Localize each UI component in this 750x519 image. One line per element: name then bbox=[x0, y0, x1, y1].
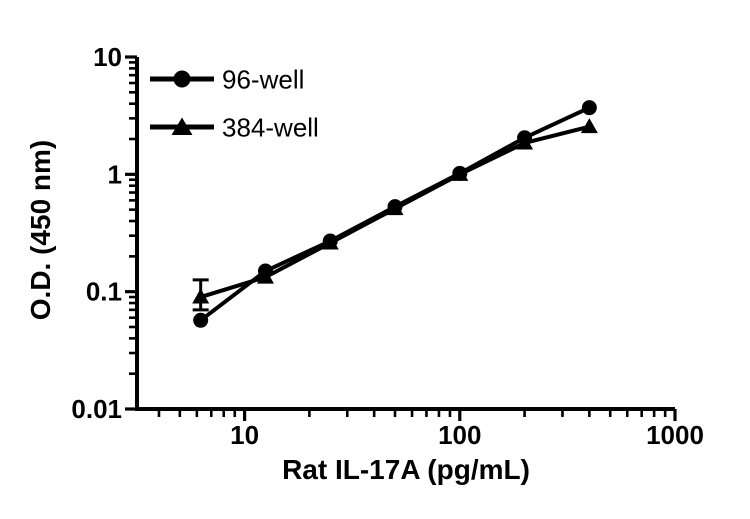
data-point-triangle-marker bbox=[516, 134, 534, 150]
legend: 96-well 384-well bbox=[150, 65, 319, 143]
legend-label-96-well: 96-well bbox=[222, 65, 304, 95]
data-point-triangle-marker bbox=[321, 234, 339, 250]
x-tick-label: 1000 bbox=[646, 420, 704, 450]
data-point-triangle-marker bbox=[580, 118, 598, 134]
plotted-series bbox=[192, 100, 598, 328]
data-point-triangle-marker bbox=[386, 200, 404, 216]
x-axis-title: Rat IL-17A (pg/mL) bbox=[282, 454, 530, 485]
y-tick-label: 1 bbox=[108, 159, 122, 189]
y-tick-label: 0.01 bbox=[71, 394, 122, 424]
axes: 10 100 1000 0.01 0.1 1 10 bbox=[71, 42, 704, 450]
x-tick-label: 100 bbox=[438, 420, 481, 450]
legend-label-384-well: 384-well bbox=[222, 113, 319, 143]
data-point-triangle-marker bbox=[192, 288, 210, 304]
series-markers-384-well bbox=[192, 118, 598, 304]
x-tick-label: 10 bbox=[230, 420, 259, 450]
data-point-circle-marker bbox=[581, 100, 597, 116]
y-tick-label: 10 bbox=[93, 42, 122, 72]
legend-triangle-marker-icon bbox=[171, 117, 193, 135]
data-point-triangle-marker bbox=[256, 268, 274, 284]
y-tick-label: 0.1 bbox=[86, 277, 122, 307]
y-axis-title: O.D. (450 nm) bbox=[25, 140, 56, 320]
legend-circle-marker-icon bbox=[173, 70, 191, 88]
data-point-triangle-marker bbox=[451, 165, 469, 181]
data-point-circle-marker bbox=[193, 312, 209, 328]
